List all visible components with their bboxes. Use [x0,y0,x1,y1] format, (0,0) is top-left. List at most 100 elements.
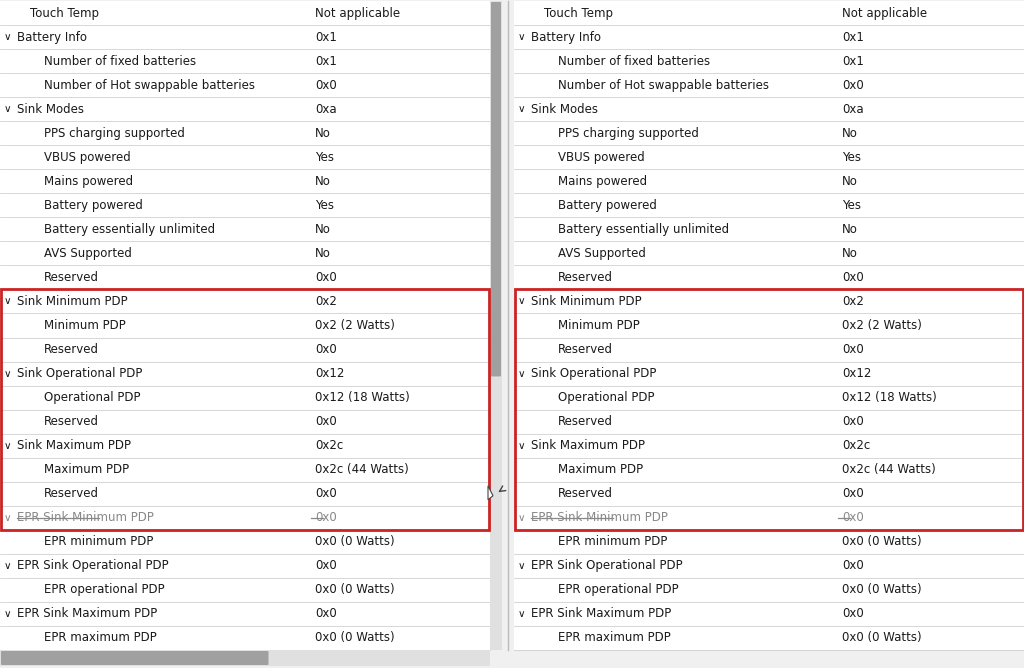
Text: ∨: ∨ [4,104,11,114]
Text: 0xa: 0xa [315,103,337,116]
Bar [1,289,489,530]
Text: Touch Temp: Touch Temp [30,7,99,19]
Text: Reserved: Reserved [44,343,99,356]
Text: 0x0: 0x0 [842,343,863,356]
Text: EPR maximum PDP: EPR maximum PDP [44,631,157,645]
Text: ∨: ∨ [518,561,525,571]
Text: Sink Operational PDP: Sink Operational PDP [531,367,656,380]
Bar [0,1,502,650]
Bar [0,650,490,666]
Bar [514,1,1024,650]
Text: Minimum PDP: Minimum PDP [558,319,640,332]
Text: Mains powered: Mains powered [558,175,647,188]
Text: 0x2c (44 Watts): 0x2c (44 Watts) [315,463,409,476]
Text: 0x0 (0 Watts): 0x0 (0 Watts) [842,583,922,597]
Bar [490,1,502,650]
Text: ∨: ∨ [4,369,11,379]
Text: Battery powered: Battery powered [558,199,656,212]
Text: EPR Sink Operational PDP: EPR Sink Operational PDP [17,559,169,572]
Text: No: No [315,175,331,188]
Text: 0x0 (0 Watts): 0x0 (0 Watts) [315,583,395,597]
Text: ∨: ∨ [518,609,525,619]
Text: Reserved: Reserved [558,487,613,500]
Text: PPS charging supported: PPS charging supported [558,127,698,140]
Text: 0x0: 0x0 [315,511,337,524]
Text: 0x2 (2 Watts): 0x2 (2 Watts) [842,319,922,332]
Text: Sink Operational PDP: Sink Operational PDP [17,367,142,380]
Text: Battery powered: Battery powered [44,199,143,212]
Text: Battery Info: Battery Info [531,31,601,43]
Text: Yes: Yes [315,199,334,212]
Text: Not applicable: Not applicable [315,7,400,19]
Text: EPR maximum PDP: EPR maximum PDP [558,631,671,645]
Text: Yes: Yes [842,199,861,212]
Text: No: No [315,247,331,260]
Text: Maximum PDP: Maximum PDP [558,463,643,476]
Text: 0x12: 0x12 [315,367,344,380]
Text: ∨: ∨ [4,561,11,571]
Text: 0x2c: 0x2c [842,439,870,452]
Text: 0x0: 0x0 [842,607,863,621]
Text: 0x2c: 0x2c [315,439,343,452]
Text: 0x0: 0x0 [315,271,337,284]
Text: Reserved: Reserved [558,415,613,428]
Text: 0x0: 0x0 [842,271,863,284]
FancyBboxPatch shape [1,651,268,665]
Text: Not applicable: Not applicable [842,7,927,19]
Text: 0x2: 0x2 [315,295,337,308]
Text: 0x1: 0x1 [315,31,337,43]
Text: No: No [842,175,858,188]
Text: 0x0: 0x0 [315,559,337,572]
Text: 0x0 (0 Watts): 0x0 (0 Watts) [842,631,922,645]
Text: Mains powered: Mains powered [44,175,133,188]
Text: EPR minimum PDP: EPR minimum PDP [558,535,668,548]
Text: 0x0: 0x0 [315,415,337,428]
Text: EPR Sink Minimum PDP: EPR Sink Minimum PDP [531,511,668,524]
Text: EPR Sink Operational PDP: EPR Sink Operational PDP [531,559,683,572]
Text: Yes: Yes [842,151,861,164]
Text: Sink Minimum PDP: Sink Minimum PDP [17,295,128,308]
Text: Maximum PDP: Maximum PDP [44,463,129,476]
Text: Yes: Yes [315,151,334,164]
Text: No: No [842,223,858,236]
FancyBboxPatch shape [490,2,501,377]
Text: No: No [842,247,858,260]
Text: EPR operational PDP: EPR operational PDP [558,583,679,597]
Text: Sink Modes: Sink Modes [531,103,598,116]
Text: No: No [315,223,331,236]
Text: Reserved: Reserved [44,487,99,500]
Text: ∨: ∨ [4,609,11,619]
Text: Sink Maximum PDP: Sink Maximum PDP [531,439,645,452]
Text: Battery essentially unlimited: Battery essentially unlimited [44,223,215,236]
Polygon shape [488,486,493,500]
Text: ∨: ∨ [4,513,11,523]
Text: Operational PDP: Operational PDP [44,391,140,404]
Text: PPS charging supported: PPS charging supported [44,127,185,140]
Text: 0x12: 0x12 [842,367,871,380]
Text: EPR Sink Maximum PDP: EPR Sink Maximum PDP [531,607,672,621]
Text: Reserved: Reserved [558,343,613,356]
Text: No: No [842,127,858,140]
Text: Reserved: Reserved [558,271,613,284]
Text: 0x1: 0x1 [842,55,863,67]
Text: ∨: ∨ [518,513,525,523]
Text: ∨: ∨ [518,369,525,379]
Text: No: No [315,127,331,140]
Text: 0x0: 0x0 [315,343,337,356]
Text: Sink Modes: Sink Modes [17,103,84,116]
Text: Touch Temp: Touch Temp [544,7,613,19]
Text: 0x12 (18 Watts): 0x12 (18 Watts) [315,391,410,404]
Text: ∨: ∨ [518,441,525,451]
Text: ∨: ∨ [4,32,11,42]
Text: ∨: ∨ [518,32,525,42]
Text: AVS Supported: AVS Supported [558,247,646,260]
Text: EPR minimum PDP: EPR minimum PDP [44,535,154,548]
Text: 0xa: 0xa [842,103,863,116]
Text: Battery essentially unlimited: Battery essentially unlimited [558,223,729,236]
Text: Battery Info: Battery Info [17,31,87,43]
Text: 0x0: 0x0 [842,511,863,524]
Bar [515,289,1023,530]
Text: 0x0: 0x0 [842,487,863,500]
Text: 0x2: 0x2 [842,295,863,308]
Text: Number of Hot swappable batteries: Number of Hot swappable batteries [558,79,769,92]
